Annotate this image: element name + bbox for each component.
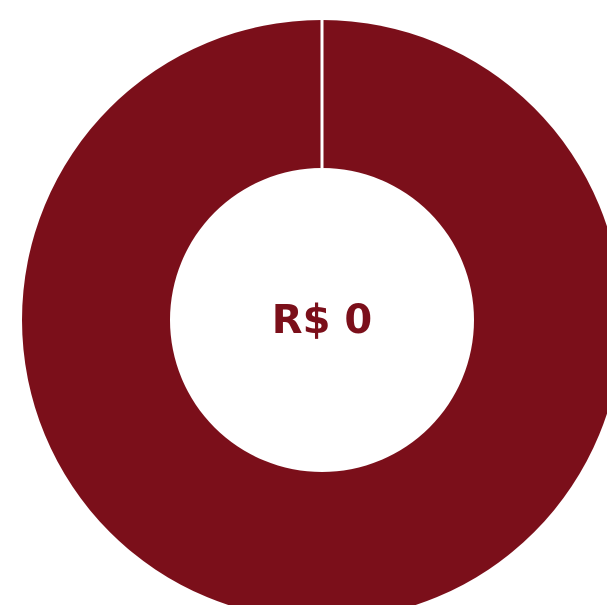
donut-center-label: R$ 0 (272, 297, 372, 343)
donut-slices (22, 20, 607, 605)
donut-slice-0 (22, 20, 607, 605)
